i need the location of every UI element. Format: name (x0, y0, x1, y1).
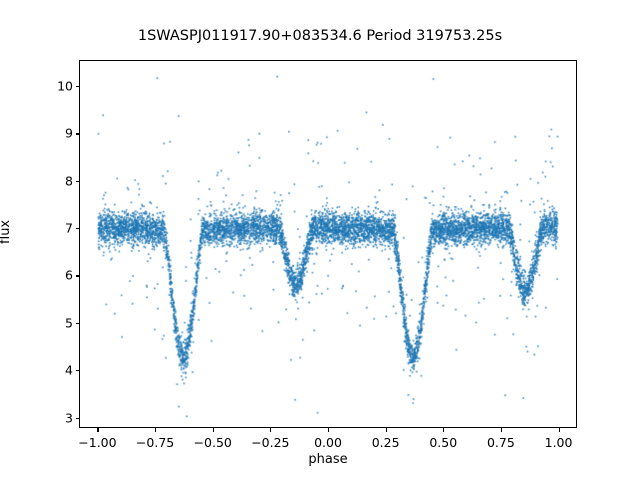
x-tick-label: −1.00 (78, 435, 117, 450)
y-tick-mark (75, 370, 79, 372)
x-tick-label: 0.50 (429, 435, 458, 450)
y-tick-mark (75, 417, 79, 419)
y-tick-mark (75, 275, 79, 277)
x-tick-label: −0.50 (193, 435, 232, 450)
y-tick-label: 5 (65, 315, 73, 331)
y-tick-label: 3 (65, 410, 73, 426)
x-tick-label: 1.00 (544, 435, 573, 450)
x-tick-label: −0.75 (135, 435, 175, 450)
y-tick-mark (75, 133, 79, 135)
x-tick-label: 0.75 (486, 435, 515, 450)
y-tick-label: 6 (65, 267, 73, 283)
y-tick-label: 4 (65, 362, 73, 378)
y-tick-mark (75, 228, 79, 230)
x-tick-mark (97, 428, 99, 432)
plot-axes (79, 60, 577, 428)
chart-title: 1SWASPJ011917.90+083534.6 Period 319753.… (137, 28, 503, 44)
x-tick-label: 0.25 (371, 435, 400, 450)
y-tick-mark (75, 180, 79, 182)
y-tick-mark (75, 322, 79, 324)
x-tick-label: −0.25 (251, 435, 290, 450)
x-tick-mark (443, 428, 445, 432)
x-tick-mark (558, 428, 560, 432)
y-tick-label: 9 (65, 125, 73, 141)
scatter-plot-canvas (80, 61, 576, 427)
x-tick-mark (328, 428, 330, 432)
y-tick-label: 8 (65, 173, 73, 189)
y-axis-label: flux (0, 219, 13, 244)
x-tick-mark (212, 428, 214, 432)
y-tick-label: 10 (57, 78, 73, 94)
y-tick-label: 7 (65, 220, 73, 236)
x-axis-label: phase (308, 452, 348, 467)
x-tick-mark (500, 428, 502, 432)
y-tick-mark (75, 86, 79, 88)
x-tick-mark (270, 428, 272, 432)
x-tick-mark (385, 428, 387, 432)
x-tick-mark (155, 428, 157, 432)
x-tick-label: 0.00 (314, 435, 342, 450)
